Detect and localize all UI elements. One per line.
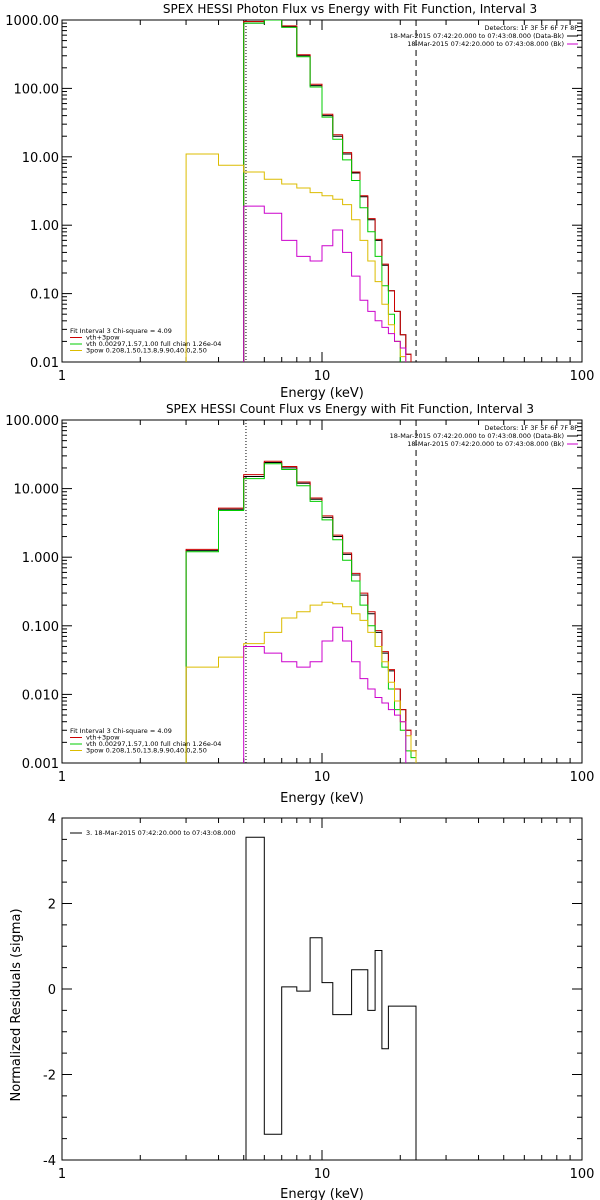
residuals-panel: Energy (keV) Normalized Residuals (sigma… — [9, 812, 594, 1200]
panel2-title: SPEX HESSI Count Flux vs Energy with Fit… — [166, 402, 534, 416]
y-tick-label: 1000.00 — [5, 14, 59, 29]
panel1-xlabel: Energy (keV) — [280, 386, 364, 401]
y-tick-label: 1.00 — [30, 219, 59, 234]
x-tick-label: 100 — [570, 369, 595, 384]
legend-top-entry: 18-Mar-2015 07:42:20.000 to 07:43:08.000… — [407, 40, 564, 48]
series-2-step — [243, 20, 401, 362]
series-4-step — [243, 626, 407, 763]
y-tick-label: 1.000 — [22, 551, 59, 566]
series-1-step — [185, 460, 417, 763]
y-tick-label: 0.100 — [22, 620, 59, 635]
plot-frame — [61, 419, 583, 764]
x-tick-label: 1 — [58, 770, 66, 785]
plot-frame — [61, 19, 583, 363]
panel1-title: SPEX HESSI Photon Flux vs Energy with Fi… — [163, 2, 537, 16]
y-tick-label: 100.000 — [5, 414, 59, 429]
series-3-step — [185, 601, 417, 763]
legend-bottom-entry: vth+3pow — [86, 334, 120, 342]
y-tick-label: 0.10 — [30, 288, 59, 303]
legend-bottom-entry: Fit Interval 3 Chi-square = 4.09 — [70, 727, 172, 735]
series-4-step — [243, 205, 407, 362]
y-tick-label: -4 — [43, 1154, 56, 1169]
y-tick-label: 10.00 — [22, 151, 59, 166]
x-tick-label: 1 — [58, 369, 66, 384]
legend-top-entry: 18-Mar-2015 07:42:20.000 to 07:43:08.000… — [390, 32, 564, 40]
photon-flux-panel: SPEX HESSI Photon Flux vs Energy with Fi… — [5, 2, 594, 401]
y-tick-label: 100.00 — [14, 82, 60, 97]
series-0-step — [245, 836, 417, 1160]
y-tick-label: 0 — [48, 983, 56, 998]
series-1-step — [243, 20, 412, 362]
panel2-xlabel: Energy (keV) — [280, 791, 364, 806]
y-tick-label: 2 — [48, 898, 56, 913]
count-flux-panel: SPEX HESSI Count Flux vs Energy with Fit… — [5, 402, 594, 806]
x-tick-label: 10 — [314, 770, 331, 785]
x-tick-label: 1 — [58, 1167, 66, 1182]
legend-bottom-entry: Fit Interval 3 Chi-square = 4.09 — [70, 327, 172, 335]
series-0-step — [243, 20, 412, 362]
plot-frame — [61, 817, 583, 1161]
y-tick-label: 4 — [48, 812, 56, 827]
x-tick-label: 10 — [314, 369, 331, 384]
y-tick-label: -2 — [43, 1069, 56, 1084]
legend-top-entry: 18-Mar-2015 07:42:20.000 to 07:43:08.000… — [390, 432, 564, 440]
legend-bottom-entry: 3pow 0.208,1.50,13.8,9.90,40.0,2.50 — [86, 347, 207, 355]
legend-top-entry: Detectors: 1F 3F 5F 6F 7F 8F — [484, 24, 578, 32]
legend-top-entry: 18-Mar-2015 07:42:20.000 to 07:43:08.000… — [407, 440, 564, 448]
panel3-ylabel: Normalized Residuals (sigma) — [9, 908, 24, 1101]
legend-bottom-entry: vth 0.00297,1.57,1.00 full chian 1.26e-0… — [86, 740, 221, 748]
legend-bottom-entry: vth+3pow — [86, 734, 120, 742]
legend-bottom-entry: vth 0.00297,1.57,1.00 full chian 1.26e-0… — [86, 340, 221, 348]
y-tick-label: 0.001 — [22, 757, 59, 772]
x-tick-label: 10 — [314, 1167, 331, 1182]
panel3-xlabel: Energy (keV) — [280, 1187, 364, 1200]
x-tick-label: 100 — [570, 770, 595, 785]
y-tick-label: 10.000 — [14, 483, 60, 498]
y-tick-label: 0.010 — [22, 688, 59, 703]
legend-entry: 3. 18-Mar-2015 07:42:20.000 to 07:43:08.… — [86, 829, 236, 837]
y-tick-label: 0.01 — [30, 356, 59, 371]
x-tick-label: 100 — [570, 1167, 595, 1182]
legend-bottom-entry: 3pow 0.208,1.50,13.8,9.90,40.0,2.50 — [86, 747, 207, 755]
legend-top-entry: Detectors: 1F 3F 5F 6F 7F 8F — [484, 424, 578, 432]
